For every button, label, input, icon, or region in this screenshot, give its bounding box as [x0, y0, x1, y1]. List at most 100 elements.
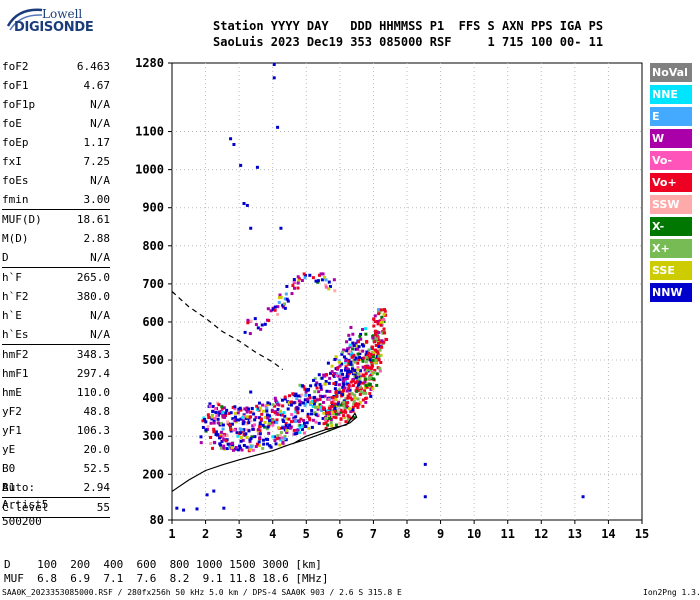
param-key: D: [2, 251, 9, 264]
o-trace-echo: [356, 347, 360, 351]
o-trace-echo: [280, 426, 284, 430]
o-trace-echo: [258, 406, 262, 410]
param-key: yF1: [2, 424, 22, 437]
o-trace-echo: [232, 428, 236, 432]
upper-echo: [293, 280, 297, 284]
upper-echo: [292, 278, 296, 282]
o-trace-echo: [309, 412, 313, 416]
o-trace-echo: [348, 345, 352, 349]
o-trace-echo: [258, 432, 262, 436]
x-tick-label: 3: [236, 527, 243, 541]
param-row: h`F 265.0: [2, 268, 110, 287]
o-trace-echo: [255, 404, 259, 408]
upper-echo: [283, 302, 287, 306]
o-trace-echo: [265, 409, 269, 413]
o-trace-echo: [277, 436, 281, 440]
x-trace-echo: [383, 309, 387, 313]
o-trace-echo: [319, 387, 323, 391]
o-trace-echo: [259, 418, 263, 422]
o-trace-echo: [288, 394, 292, 398]
o-trace-echo: [300, 424, 304, 428]
x-tick-label: 1: [168, 527, 175, 541]
upper-echo: [246, 321, 250, 325]
x-trace-echo: [379, 361, 383, 365]
o-trace-echo: [312, 402, 316, 406]
param-value: N/A: [90, 251, 110, 264]
param-key: fxI: [2, 155, 22, 168]
sporadic-echo: [581, 495, 585, 499]
o-trace-echo: [341, 379, 345, 383]
o-trace-echo: [288, 423, 292, 427]
x-trace-echo: [377, 308, 381, 312]
param-row: hmF1 297.4: [2, 364, 110, 383]
x-trace-echo: [373, 329, 377, 333]
o-trace-echo: [342, 376, 346, 380]
o-trace-echo: [300, 393, 304, 397]
x-trace-echo: [338, 421, 342, 425]
x-trace-echo: [377, 345, 381, 349]
sporadic-echo: [242, 202, 246, 206]
param-row: fxI 7.25: [2, 152, 110, 171]
upper-echo: [266, 307, 270, 311]
o-trace-echo: [313, 411, 317, 415]
o-trace-echo: [247, 421, 251, 425]
o-trace-echo: [345, 349, 349, 353]
legend-item: Vo-: [650, 151, 692, 170]
o-trace-echo: [247, 429, 251, 433]
o-trace-echo: [359, 372, 363, 376]
x-trace-echo: [376, 319, 380, 323]
o-trace-echo: [220, 439, 224, 443]
param-separator: [2, 267, 110, 268]
upper-echo: [303, 273, 307, 277]
upper-echo: [296, 275, 300, 279]
o-trace-echo: [245, 410, 249, 414]
x-trace-echo: [342, 404, 346, 408]
o-trace-echo: [226, 420, 230, 424]
o-trace-echo: [210, 415, 214, 419]
o-trace-echo: [282, 420, 286, 424]
o-trace-echo: [240, 448, 244, 452]
param-row: h`Es N/A: [2, 325, 110, 344]
x-trace-echo: [358, 385, 362, 389]
o-trace-echo: [290, 413, 294, 417]
legend-item: SSW: [650, 195, 692, 214]
x-trace-echo: [372, 324, 376, 328]
param-key: B0: [2, 462, 16, 475]
x-trace-echo: [363, 381, 367, 385]
x-trace-echo: [364, 355, 368, 359]
o-trace-echo: [323, 374, 327, 378]
muf-distance-row: D 100 200 400 600 800 1000 1500 3000 [km…: [4, 558, 322, 571]
o-trace-echo: [266, 425, 270, 429]
o-trace-echo: [212, 429, 216, 433]
legend-item: X+: [650, 239, 692, 258]
o-trace-echo: [338, 364, 342, 368]
o-trace-echo: [269, 445, 273, 449]
x-trace-echo: [334, 391, 338, 395]
param-key: foEs: [2, 174, 29, 187]
o-trace-echo: [238, 446, 242, 450]
x-trace-echo: [377, 358, 381, 362]
o-trace-echo: [345, 372, 349, 376]
o-trace-echo: [338, 377, 342, 381]
o-trace-echo: [341, 350, 345, 354]
x-trace-echo: [352, 399, 356, 403]
upper-echo: [281, 305, 285, 309]
x-trace-echo: [354, 376, 358, 380]
o-trace-echo: [219, 430, 223, 434]
upper-echo: [319, 272, 323, 276]
o-trace-echo: [211, 404, 215, 408]
param-row: foF1p N/A: [2, 95, 110, 114]
x-trace-echo: [333, 406, 337, 410]
o-trace-echo: [334, 383, 338, 387]
x-trace-echo: [374, 337, 378, 341]
o-trace-echo: [305, 421, 309, 425]
param-key: fmin: [2, 193, 29, 206]
o-trace-echo: [294, 392, 298, 396]
o-trace-echo: [307, 426, 311, 430]
logo-swoosh-icon: [6, 8, 43, 31]
o-trace-echo: [264, 415, 268, 419]
y-tick-label: 1100: [135, 125, 164, 139]
o-trace-echo: [247, 418, 251, 422]
o-trace-echo: [268, 402, 272, 406]
o-trace-echo: [231, 417, 235, 421]
